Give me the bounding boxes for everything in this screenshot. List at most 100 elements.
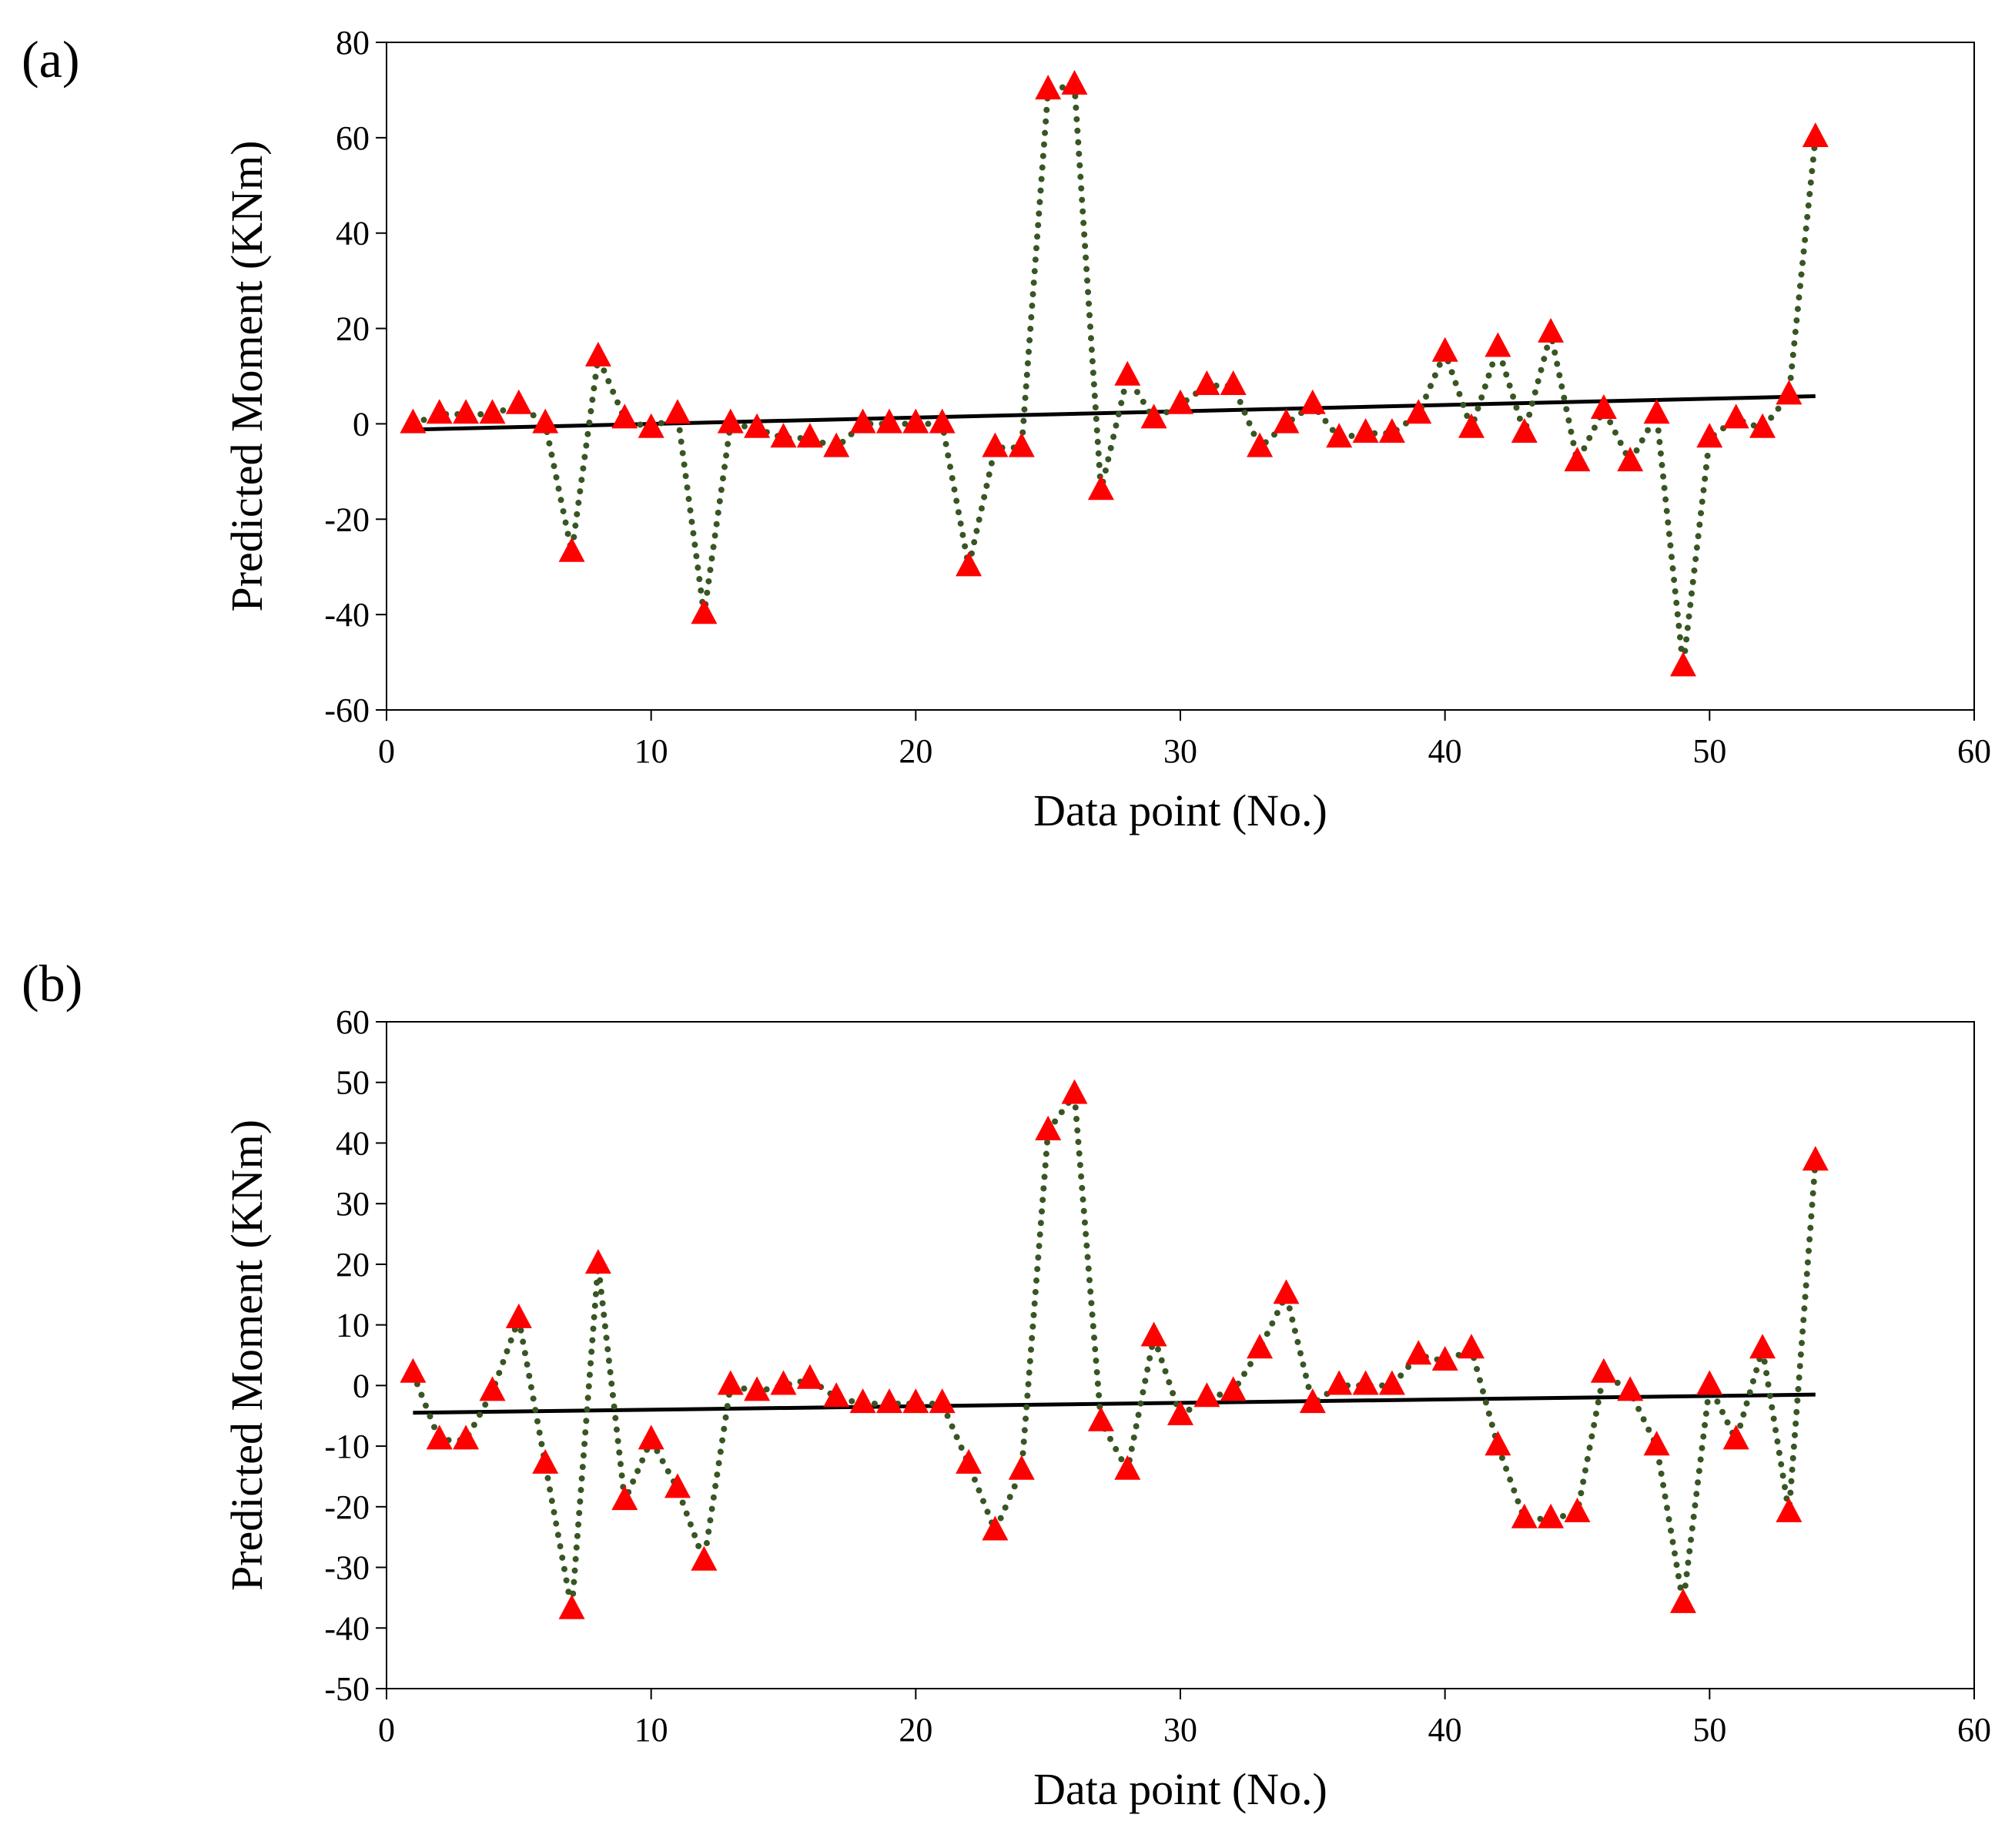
plot-area bbox=[386, 1021, 1975, 1689]
data-point-marker bbox=[638, 1424, 664, 1450]
data-point-marker bbox=[691, 1545, 718, 1571]
data-point-marker bbox=[1087, 475, 1114, 500]
data-point-marker bbox=[1538, 1503, 1565, 1528]
data-point-marker bbox=[1617, 1376, 1644, 1401]
chart-b: -50 -40 -30 -20 -10 0 10 20 30 40 50 60 0 10 20 30 40 50 6… bbox=[222, 1003, 1991, 1814]
x-tick-label: 30 bbox=[1163, 732, 1197, 770]
data-point-marker bbox=[1247, 432, 1274, 457]
data-point-marker bbox=[849, 408, 876, 434]
data-point-marker bbox=[1061, 69, 1088, 95]
data-point-marker bbox=[453, 399, 480, 424]
chart-a: -60 -40 -20 0 20 40 60 80 0 10 20 30 40 50 60 Data poin… bbox=[222, 24, 1991, 835]
data-point-marker bbox=[956, 1448, 982, 1474]
x-axis-label: Data point (No.) bbox=[1033, 785, 1327, 835]
data-point-marker bbox=[1511, 1503, 1538, 1528]
data-point-marker bbox=[1696, 423, 1723, 448]
data-point-marker bbox=[1035, 1115, 1062, 1140]
y-tick-label: 80 bbox=[336, 24, 370, 62]
chart-panel-a: (a) -60 -40 -20 0 20 40 60 80 0 10 20 30 40 50 60 Data … bbox=[0, 0, 2005, 909]
data-point-marker bbox=[479, 399, 506, 424]
data-point-marker bbox=[1247, 1334, 1274, 1359]
data-point-marker bbox=[1193, 370, 1220, 395]
y-tick-label: 30 bbox=[336, 1185, 370, 1223]
x-tick-label: 0 bbox=[378, 732, 395, 770]
data-point-marker bbox=[717, 408, 744, 434]
data-point-marker bbox=[1140, 403, 1167, 429]
data-point-marker bbox=[1167, 1400, 1193, 1425]
data-point-marker bbox=[1670, 651, 1696, 677]
data-point-marker bbox=[1273, 1279, 1300, 1304]
data-point-marker bbox=[1378, 418, 1405, 443]
y-tick-label: 0 bbox=[353, 1367, 370, 1404]
data-point-marker bbox=[744, 413, 771, 438]
data-point-marker bbox=[1590, 1358, 1617, 1383]
data-point-marker bbox=[400, 1358, 427, 1383]
data-point-marker bbox=[532, 1448, 559, 1474]
data-point-marker bbox=[1485, 1431, 1511, 1456]
data-point-marker bbox=[1326, 1370, 1353, 1395]
x-axis-label: Data point (No.) bbox=[1033, 1764, 1327, 1814]
data-point-marker bbox=[611, 1485, 638, 1511]
data-point-marker bbox=[1802, 122, 1829, 147]
data-point-marker bbox=[1617, 447, 1644, 472]
series-line bbox=[410, 82, 1819, 671]
data-point-marker bbox=[982, 1515, 1009, 1541]
y-tick-label: -20 bbox=[324, 1488, 370, 1526]
data-point-marker bbox=[1564, 1497, 1591, 1522]
x-tick-label: 20 bbox=[899, 732, 932, 770]
data-point-marker bbox=[929, 408, 956, 434]
data-point-marker bbox=[1299, 1388, 1326, 1414]
data-point-marker bbox=[1273, 408, 1300, 434]
data-point-marker bbox=[584, 1249, 611, 1274]
x-tick-label: 30 bbox=[1163, 1711, 1197, 1749]
trend-line bbox=[413, 1392, 1816, 1415]
data-point-marker bbox=[1405, 399, 1432, 424]
y-tick-label: 60 bbox=[336, 119, 370, 157]
x-tick-label: 60 bbox=[1957, 1711, 1991, 1749]
y-tick-label: -40 bbox=[324, 1609, 370, 1647]
data-point-marker bbox=[1140, 1321, 1167, 1347]
x-tick-label: 60 bbox=[1957, 732, 1991, 770]
y-tick-label: 40 bbox=[336, 1124, 370, 1162]
data-point-marker bbox=[849, 1388, 876, 1414]
data-point-marker bbox=[876, 408, 902, 434]
data-point-marker bbox=[638, 413, 664, 438]
data-point-marker bbox=[1643, 399, 1670, 424]
plot-area bbox=[386, 42, 1975, 711]
data-point-marker bbox=[1722, 1424, 1749, 1450]
data-point-marker bbox=[664, 1473, 691, 1498]
data-point-marker bbox=[1008, 1455, 1035, 1480]
data-point-marker bbox=[1643, 1431, 1670, 1456]
data-point-marker bbox=[558, 1594, 585, 1619]
y-tick-label: -40 bbox=[324, 596, 370, 634]
data-point-marker bbox=[982, 432, 1009, 457]
data-point-marker bbox=[584, 341, 611, 367]
data-point-marker bbox=[1167, 389, 1193, 414]
data-point-marker bbox=[691, 599, 718, 624]
data-point-marker bbox=[479, 1376, 506, 1401]
data-point-marker bbox=[1352, 418, 1379, 443]
data-point-marker bbox=[532, 408, 559, 434]
data-point-marker bbox=[1378, 1370, 1405, 1395]
data-point-marker bbox=[1299, 389, 1326, 414]
y-axis-label: Predicted Moment (KNm) bbox=[222, 140, 272, 611]
data-point-marker bbox=[1008, 432, 1035, 457]
data-point-marker bbox=[1405, 1340, 1432, 1365]
x-tick-label: 20 bbox=[899, 1711, 932, 1749]
data-point-marker bbox=[1087, 1406, 1114, 1431]
y-tick-label: 50 bbox=[336, 1064, 370, 1102]
data-point-marker bbox=[876, 1388, 902, 1414]
y-tick-label: -60 bbox=[324, 691, 370, 729]
panel-label-a: (a) bbox=[22, 30, 80, 89]
x-tick-label: 10 bbox=[634, 1711, 668, 1749]
data-point-marker bbox=[1326, 423, 1353, 448]
data-point-marker bbox=[929, 1388, 956, 1414]
y-axis-label: Predicted Moment (KNm) bbox=[222, 1120, 272, 1591]
data-point-marker bbox=[1485, 332, 1511, 357]
data-point-marker bbox=[902, 408, 929, 434]
data-point-marker bbox=[505, 389, 532, 414]
y-tick-label: 40 bbox=[336, 215, 370, 253]
chart-panel-b: (b) -50 -40 -30 -20 -10 0 10 20 30 40 50 60 0 10 20 30 4… bbox=[0, 924, 2005, 1848]
data-point-marker bbox=[1352, 1370, 1379, 1395]
x-tick-label: 40 bbox=[1428, 1711, 1462, 1749]
